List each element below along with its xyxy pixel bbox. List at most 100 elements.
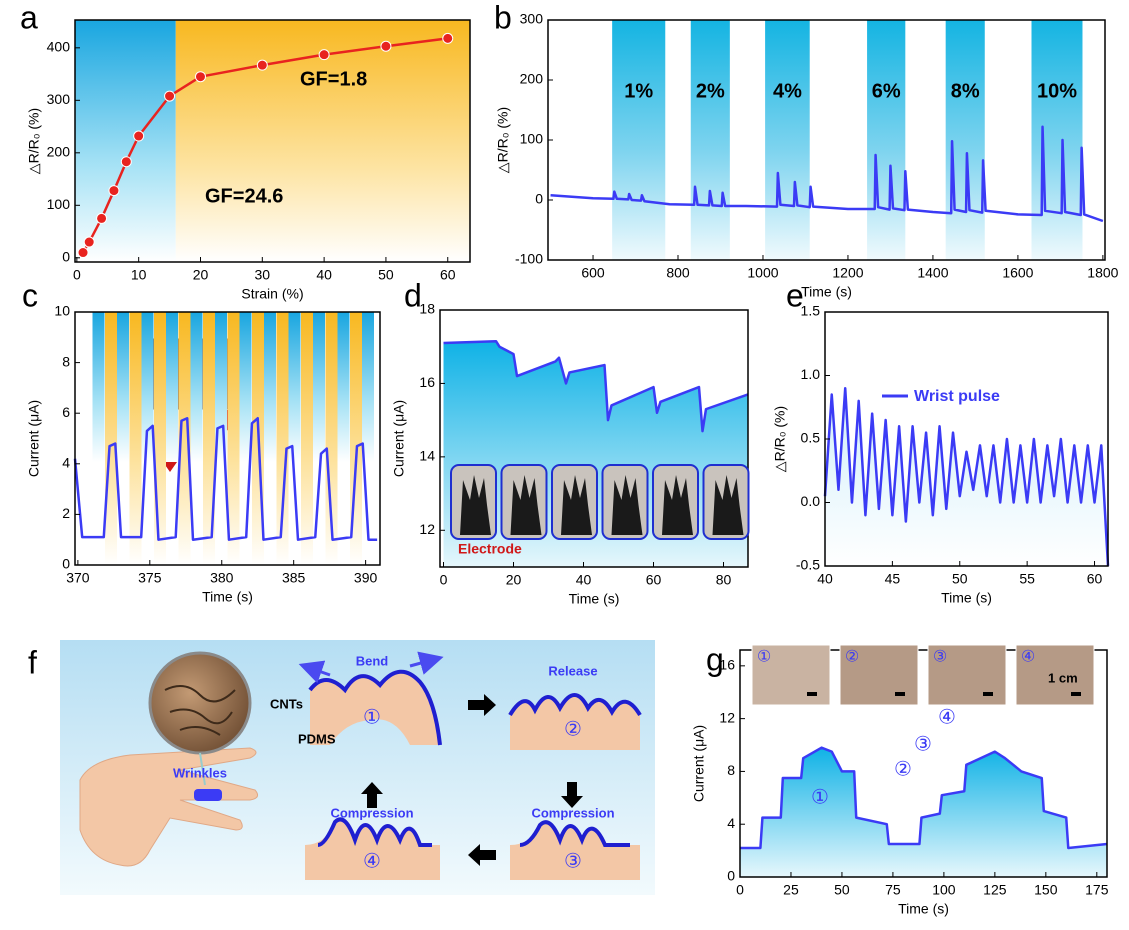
panel-label: d: [404, 277, 422, 313]
x-tick-label: 1600: [1002, 265, 1033, 281]
scale-bar: [983, 692, 993, 696]
y-tick-label: 300: [520, 11, 544, 27]
step-number: ②: [564, 717, 582, 741]
arrow: [298, 660, 331, 684]
area: [825, 388, 1108, 566]
data-line: [740, 746, 1108, 850]
y-tick-label: 4: [727, 815, 735, 831]
band: [765, 20, 810, 260]
flow-arrow: [468, 694, 496, 716]
scale-label: 1 cm: [1048, 670, 1078, 685]
x-tick-label: 600: [581, 265, 605, 281]
y-tick-label: 14: [419, 448, 435, 464]
y-tick-label: 0: [727, 868, 735, 884]
x-tick-label: 1400: [917, 265, 948, 281]
x-axis-label: Time (s): [569, 591, 620, 607]
plot-frame: [74, 19, 471, 263]
x-tick-label: 0: [73, 267, 81, 283]
band-label: 8%: [951, 80, 980, 102]
stripe: [239, 312, 252, 462]
stripe: [227, 312, 240, 565]
hand: [79, 747, 259, 867]
stripe: [178, 312, 191, 565]
y-tick-label: 400: [47, 39, 71, 55]
stripe: [92, 312, 105, 462]
marker: [83, 236, 95, 248]
y-axis-label: Current (μA): [391, 400, 407, 477]
annotation: ④: [938, 705, 956, 729]
y-tick-label: 2: [62, 505, 70, 521]
step-number: ①: [363, 705, 381, 729]
substrate: [510, 822, 640, 880]
step-action: Release: [548, 663, 597, 678]
data-line: [443, 339, 749, 433]
x-axis-label: Strain (%): [241, 286, 303, 302]
x-tick-label: 0: [736, 882, 744, 898]
marker: [133, 130, 145, 142]
x-tick-label: 80: [716, 572, 732, 588]
y-tick-label: 10: [54, 303, 70, 319]
stripe: [276, 312, 289, 565]
x-axis-label: Time (s): [898, 901, 949, 917]
x-axis-label: Time (s): [202, 589, 253, 605]
marker: [256, 59, 268, 71]
y-axis-label: Current (μA): [26, 400, 42, 477]
stripe: [325, 312, 338, 565]
x-tick-label: 390: [354, 570, 378, 586]
x-tick-label: 55: [1019, 571, 1035, 587]
panel-label: b: [494, 0, 512, 35]
scale-bar: [807, 692, 817, 696]
arrow: [409, 651, 444, 675]
x-tick-label: 375: [138, 570, 162, 586]
plot-frame: [739, 649, 1108, 878]
y-tick-label: 0: [535, 191, 543, 207]
marker: [380, 40, 392, 52]
y-tick-label: -0.5: [796, 557, 820, 573]
x-tick-label: 150: [1034, 882, 1058, 898]
step-action: Bend: [356, 653, 389, 668]
band-label: 10%: [1037, 80, 1077, 102]
stripe: [154, 312, 166, 565]
x-tick-label: 20: [193, 267, 209, 283]
y-tick-label: 100: [47, 196, 71, 212]
x-tick-label: 40: [576, 572, 592, 588]
data-line: [73, 417, 378, 541]
y-tick-label: 8: [62, 353, 70, 369]
region: [75, 20, 176, 262]
marker: [120, 156, 132, 168]
label: CNTs: [270, 696, 303, 711]
flow-arrow: [361, 782, 383, 808]
x-tick-label: 20: [506, 572, 522, 588]
plot-frame: [74, 311, 381, 566]
stripe: [301, 312, 313, 565]
data-line: [550, 125, 1104, 223]
y-tick-label: 200: [520, 71, 544, 87]
annotation: ③: [914, 732, 932, 756]
connector: [199, 752, 206, 786]
x-tick-label: 50: [378, 267, 394, 283]
glove: [561, 475, 592, 535]
y-axis-label: △R/R₀ (%): [772, 406, 788, 472]
x-tick-label: 40: [316, 267, 332, 283]
x-tick-label: 60: [440, 267, 456, 283]
y-axis-label: Current (μA): [691, 725, 707, 802]
stripe: [264, 312, 276, 462]
x-tick-label: 380: [210, 570, 234, 586]
stripe: [190, 312, 203, 462]
diagram: Wrinkles Bend ① CNTs PDMS Release ② Comp…: [28, 640, 655, 895]
x-tick-label: 175: [1085, 882, 1109, 898]
x-tick-label: 1800: [1087, 265, 1118, 281]
x-tick-label: 800: [666, 265, 690, 281]
x-tick-label: 125: [983, 882, 1007, 898]
cnt-layer: [508, 693, 642, 717]
label: PDMS: [298, 731, 336, 746]
y-tick-label: 300: [47, 91, 71, 107]
x-tick-label: 100: [932, 882, 956, 898]
x-tick-label: 1200: [832, 265, 863, 281]
substrate: [510, 695, 640, 750]
annotation: ②: [894, 757, 912, 781]
step-action: Compression: [531, 805, 614, 820]
x-tick-label: 30: [255, 267, 271, 283]
y-tick-label: 16: [719, 657, 735, 673]
